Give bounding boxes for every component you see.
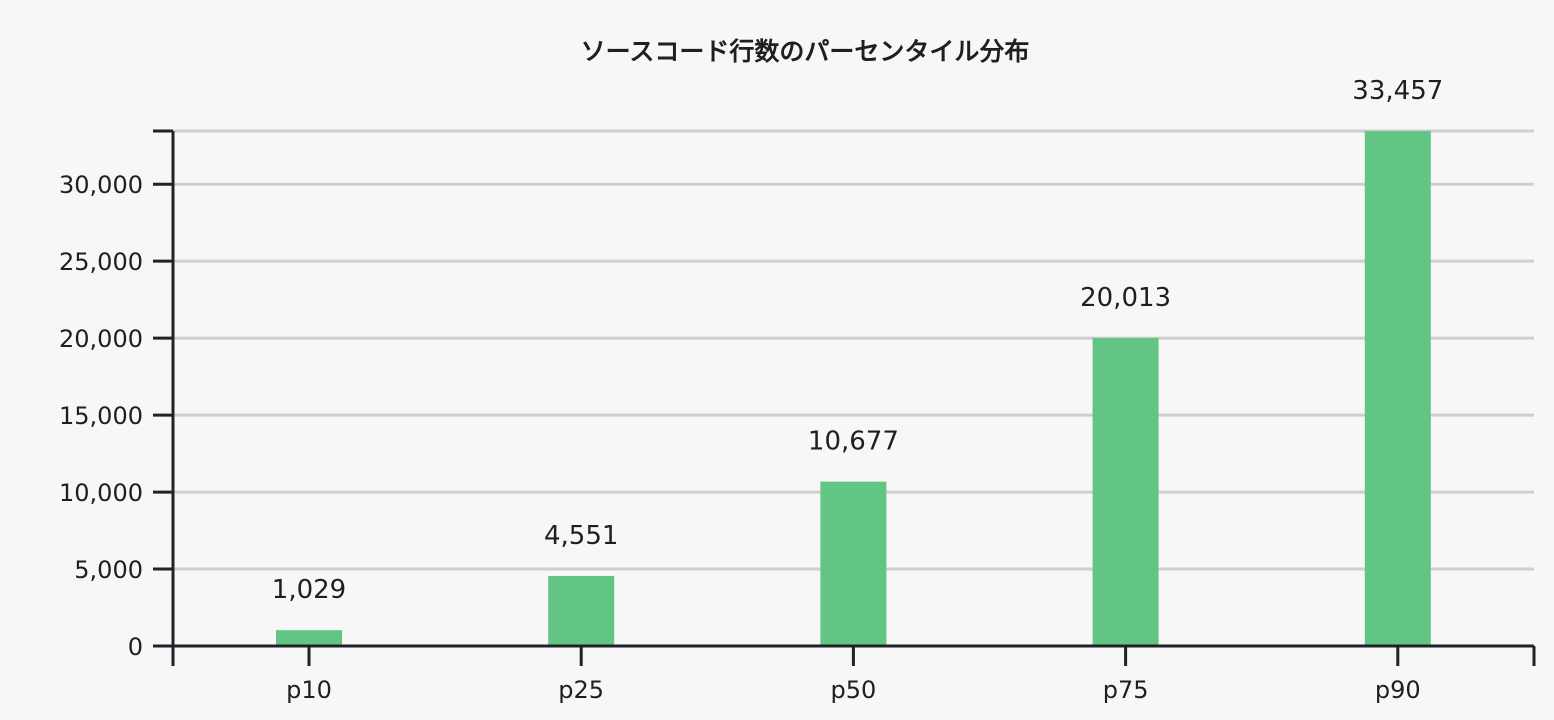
data-label-p75: 20,013 <box>1080 283 1171 313</box>
y-tick-label: 10,000 <box>59 479 143 507</box>
y-tick-label: 5,000 <box>74 556 143 584</box>
bars <box>276 131 1431 646</box>
bar-p50 <box>820 481 887 646</box>
y-tick-label: 20,000 <box>59 325 143 353</box>
data-label-p90: 33,457 <box>1352 76 1443 106</box>
data-labels: 1,029 4,551 10,677 20,013 33,457 <box>272 76 1444 605</box>
gridlines <box>173 129 1534 571</box>
bar-p10 <box>276 630 342 646</box>
data-label-p10: 1,029 <box>272 575 346 605</box>
bar-p90 <box>1364 131 1431 646</box>
y-tick-label: 0 <box>128 633 143 661</box>
y-axis-ticks: 0 5,000 10,000 15,000 20,000 25,000 30,000 <box>59 171 173 661</box>
y-tick-label: 15,000 <box>59 402 143 430</box>
y-tick-label: 25,000 <box>59 248 143 276</box>
x-tick-label: p90 <box>1375 676 1421 704</box>
x-tick-label: p10 <box>286 676 332 704</box>
axes <box>153 129 1536 666</box>
y-tick-label: 30,000 <box>59 171 143 199</box>
chart-title: ソースコード行数のパーセンタイル分布 <box>581 37 1030 66</box>
bar-p25 <box>548 575 615 646</box>
bar-p75 <box>1092 337 1159 646</box>
x-tick-label: p50 <box>831 676 877 704</box>
data-label-p50: 10,677 <box>808 427 899 457</box>
x-tick-label: p25 <box>558 676 604 704</box>
x-tick-label: p75 <box>1103 676 1149 704</box>
data-label-p25: 4,551 <box>544 521 618 551</box>
x-axis-ticks: p10 p25 p50 p75 p90 <box>286 646 1421 704</box>
